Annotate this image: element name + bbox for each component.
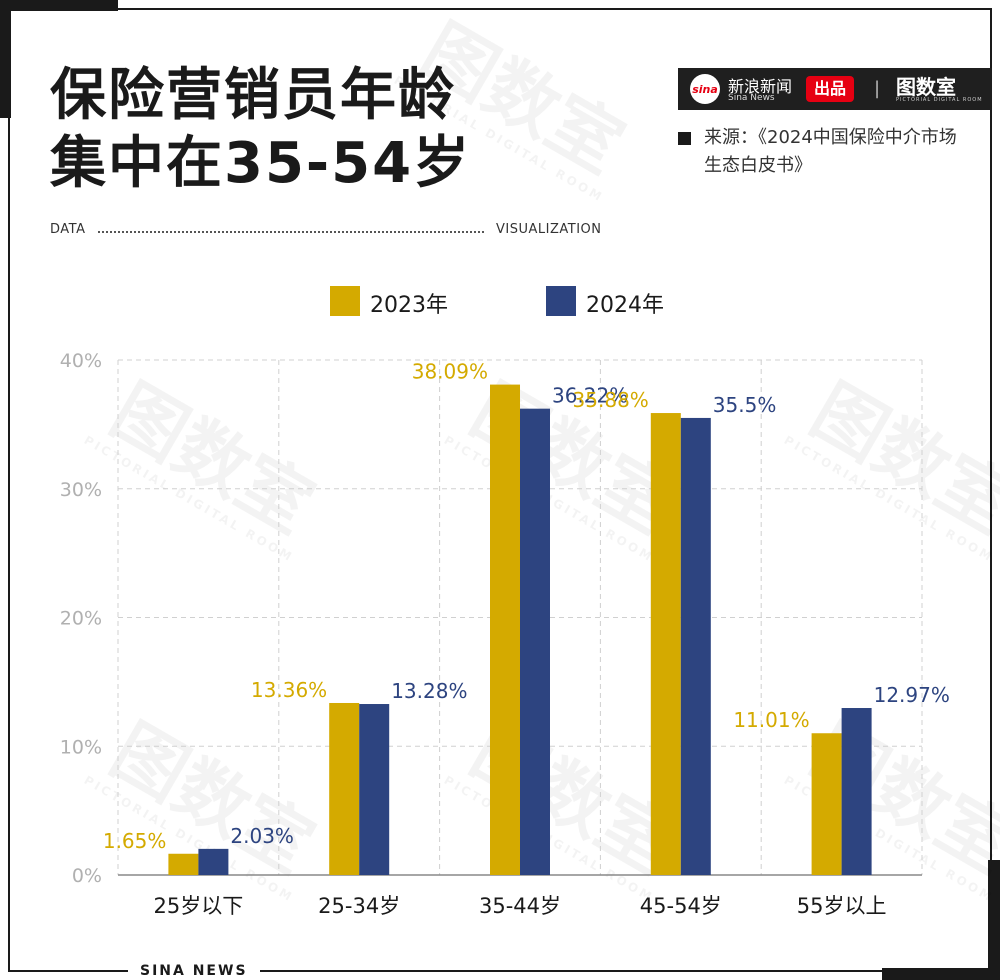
data-label-2023: 35.88% — [573, 388, 649, 412]
data-label-2023: 1.65% — [103, 829, 167, 853]
data-label-2023: 38.09% — [412, 360, 488, 384]
data-label-2024: 12.97% — [874, 683, 950, 707]
data-label-2023: 13.36% — [251, 678, 327, 702]
data-label-2024: 2.03% — [230, 824, 294, 848]
page-title: 保险营销员年龄 集中在35-54岁 — [50, 62, 471, 198]
bar-2024 — [680, 417, 711, 875]
legend-swatch-2024 — [546, 286, 576, 316]
frame-corner-bottom-right-vertical — [988, 860, 1000, 980]
data-label: DATA — [50, 222, 86, 237]
sina-news-en: Sina News — [728, 93, 775, 103]
source-square-icon — [678, 132, 691, 145]
legend-swatch-2023 — [330, 286, 360, 316]
digital-room-logo: 图数室 — [896, 75, 956, 99]
dotted-divider — [98, 231, 484, 233]
frame-corner-top-left-vertical — [0, 0, 11, 118]
x-tick-label: 25-34岁 — [318, 894, 400, 918]
bar-2023 — [329, 702, 360, 875]
visualization-label: VISUALIZATION — [496, 222, 602, 237]
footer-label: SINA NEWS — [128, 963, 260, 979]
source-text: 来源：《2024中国保险中介市场生态白皮书》 — [704, 127, 957, 176]
bar-2024 — [359, 704, 390, 875]
y-tick-label: 40% — [60, 350, 102, 372]
legend-label-2024: 2024年 — [586, 293, 664, 318]
frame-corner-top-left — [0, 0, 118, 11]
brand-separator: | — [874, 78, 881, 99]
data-label-2024: 13.28% — [391, 679, 467, 703]
y-tick-label: 30% — [60, 479, 102, 501]
bar-2024 — [520, 408, 550, 875]
bar-2023 — [650, 413, 681, 875]
bar-2024 — [198, 848, 229, 875]
brand-bar: sina 新浪新闻 Sina News 出品 | 图数室 PICTORIAL D… — [678, 68, 992, 110]
title-line-1: 保险营销员年龄 — [50, 63, 456, 128]
legend-label-2023: 2023年 — [370, 293, 448, 318]
x-tick-label: 25岁以下 — [154, 894, 244, 918]
sina-logo-icon: sina — [690, 74, 720, 104]
frame-corner-bottom-right — [882, 968, 1000, 980]
y-tick-label: 10% — [60, 736, 102, 758]
x-tick-label: 45-54岁 — [640, 894, 722, 918]
produce-badge: 出品 — [806, 76, 855, 102]
x-tick-label: 35-44岁 — [479, 894, 561, 918]
bar-2023 — [811, 733, 842, 875]
bar-2024 — [841, 708, 872, 875]
x-tick-label: 55岁以上 — [797, 894, 887, 918]
data-label-2023: 11.01% — [733, 708, 809, 732]
title-line-2: 集中在35-54岁 — [50, 131, 472, 196]
data-label-2024: 36.22% — [552, 384, 628, 408]
sina-news-name: 新浪新闻 — [728, 77, 793, 96]
data-label-2024: 35.5% — [713, 393, 777, 417]
bar-2023 — [490, 384, 520, 875]
y-tick-label: 0% — [72, 865, 102, 887]
digital-room-en: PICTORIAL DIGITAL ROOM — [896, 97, 983, 103]
y-tick-label: 20% — [60, 608, 102, 630]
bar-2023 — [168, 853, 199, 875]
